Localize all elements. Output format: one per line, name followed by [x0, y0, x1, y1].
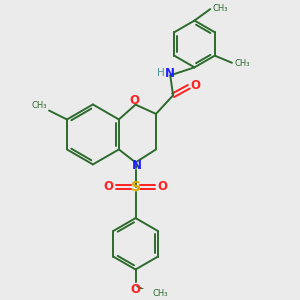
Text: O: O: [158, 180, 168, 193]
Text: O: O: [191, 80, 201, 92]
Text: O: O: [129, 94, 139, 107]
Text: CH₃: CH₃: [31, 101, 47, 110]
Text: CH₃: CH₃: [152, 289, 168, 298]
Text: H: H: [158, 68, 165, 78]
Text: N: N: [164, 67, 174, 80]
Text: CH₃: CH₃: [212, 4, 228, 13]
Text: N: N: [132, 159, 142, 172]
Text: S: S: [130, 180, 141, 194]
Text: O: O: [103, 180, 113, 193]
Text: CH₃: CH₃: [235, 59, 250, 68]
Text: O: O: [130, 283, 140, 296]
